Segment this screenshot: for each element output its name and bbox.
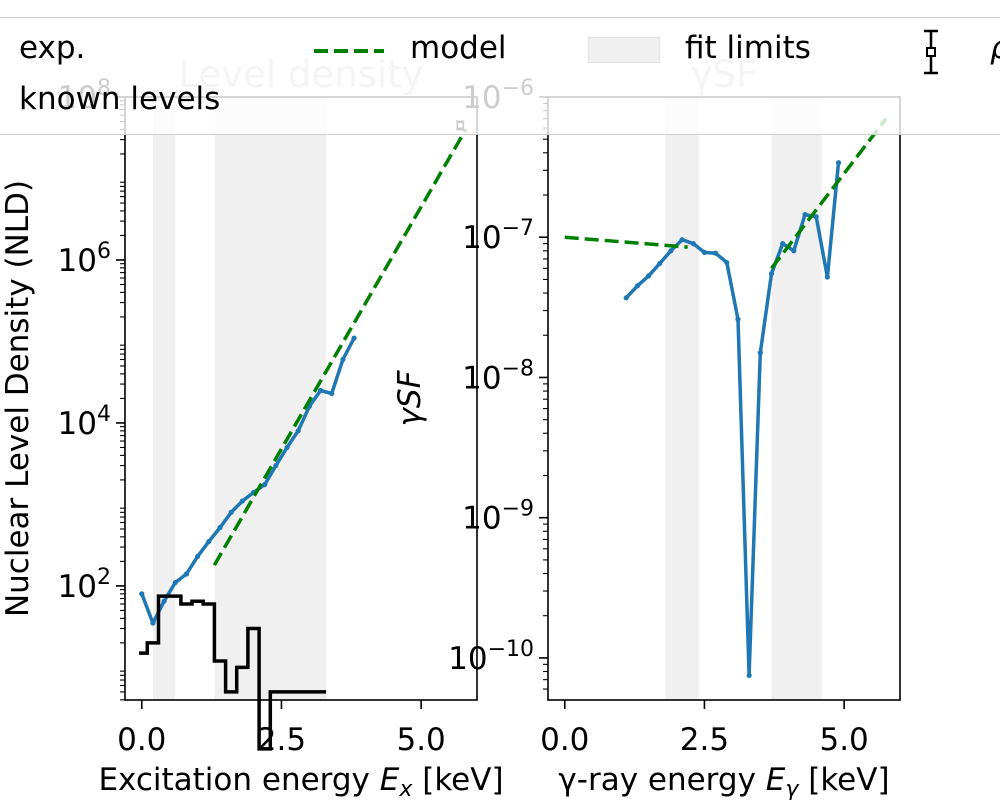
gsf-xtick-label: 0.0	[540, 722, 589, 758]
nld-exp-point	[228, 509, 234, 515]
nld-ytick-label: 102	[58, 565, 111, 605]
legend-model-swatch	[314, 49, 384, 53]
legend-rho-label: ρ	[990, 30, 1000, 66]
legend-known-label: known levels	[19, 81, 221, 117]
gsf-ytick-label: 10−8	[462, 356, 534, 396]
nld-exp-point	[172, 579, 178, 586]
gsf-exp-point	[835, 160, 842, 166]
nld-exp-point	[239, 498, 245, 504]
gsf-exp-point	[746, 672, 752, 679]
gsf-xtick-label: 2.5	[680, 722, 729, 758]
gsf-exp-point	[645, 273, 652, 279]
gsf-ytick-label: 10−9	[462, 497, 534, 537]
legend-model-label: model	[410, 30, 507, 66]
gsf-exp-point	[668, 248, 674, 254]
nld-exp-point	[351, 335, 357, 341]
gsf-ytick-label: 10−10	[448, 637, 534, 677]
gsf-exp-point	[768, 271, 775, 277]
nld-exp-point	[150, 620, 156, 626]
nld-fit-band-1	[214, 97, 327, 700]
gsf-fit-band-1	[771, 97, 822, 700]
legend-fit-label: fit limits	[685, 30, 811, 66]
gsf-exp-point	[802, 212, 808, 218]
nld-xtick-label: 2.5	[257, 722, 306, 758]
gsf-axes-frame	[547, 96, 901, 701]
gsf-exp-point	[757, 350, 763, 356]
gsf-exp-point	[824, 274, 830, 280]
gsf-exp-point	[780, 241, 786, 247]
gsf-exp-line	[624, 162, 841, 678]
nld-model-line	[212, 128, 468, 566]
legend-exp-label: exp.	[19, 30, 86, 66]
gsf-xtick-label: 5.0	[819, 722, 868, 758]
nld-fit-band-0	[152, 97, 176, 700]
legend-fit-swatch	[588, 37, 660, 63]
gsf-exp-point	[634, 283, 640, 289]
nld-exp-point	[195, 553, 201, 560]
gsf-exp-point	[657, 260, 663, 267]
gsf-exp-point	[701, 249, 708, 255]
gsf-xlabel: γ-ray energy Eγ [keV]	[558, 762, 889, 800]
gsf-fit-band-0	[665, 97, 699, 700]
nld-xlabel: Excitation energy Ex [keV]	[98, 762, 503, 800]
gsf-ytick-label: 10−7	[462, 216, 534, 256]
gsf-exp-point	[813, 214, 819, 220]
nld-exp-point	[329, 390, 335, 397]
nld-ylabel: Nuclear Level Density (NLD)	[0, 180, 36, 617]
nld-exp-point	[139, 591, 145, 597]
nld-ytick-label: 106	[58, 239, 111, 279]
nld-exp-point	[262, 482, 268, 488]
nld-ytick-label: 104	[58, 402, 111, 442]
gsf-model-line-1	[770, 117, 888, 270]
gsf-exp-point	[724, 259, 730, 266]
nld-exp-point	[295, 428, 301, 434]
nld-exp-point	[273, 462, 279, 469]
gsf-exp-point	[623, 295, 629, 301]
nld-exp-point	[317, 387, 324, 394]
nld-known-levels-step	[139, 594, 327, 751]
gsf-model-line-0	[564, 235, 688, 249]
gsf-exp-point	[735, 316, 741, 322]
nld-panel: 0.02.55.0102104106108Excitation energy E…	[0, 53, 504, 800]
gsf-exp-point	[679, 237, 685, 243]
legend: exp. model fit limits ρ known levels	[0, 17, 1000, 135]
gsf-exp-point	[690, 241, 696, 247]
nld-xtick-label: 0.0	[117, 722, 166, 758]
nld-exp-point	[183, 571, 190, 577]
nld-exp-point	[284, 444, 290, 451]
gsf-ylabel: γSF	[392, 369, 428, 426]
nld-exp-point	[161, 598, 167, 604]
nld-exp-point	[217, 524, 223, 531]
nld-exp-point	[206, 538, 212, 545]
nld-xtick-label: 5.0	[396, 722, 445, 758]
legend-rho-errorbar-icon	[924, 29, 938, 75]
gsf-exp-point	[791, 248, 797, 254]
nld-exp-point	[340, 356, 346, 363]
gsf-exp-point	[713, 250, 719, 256]
